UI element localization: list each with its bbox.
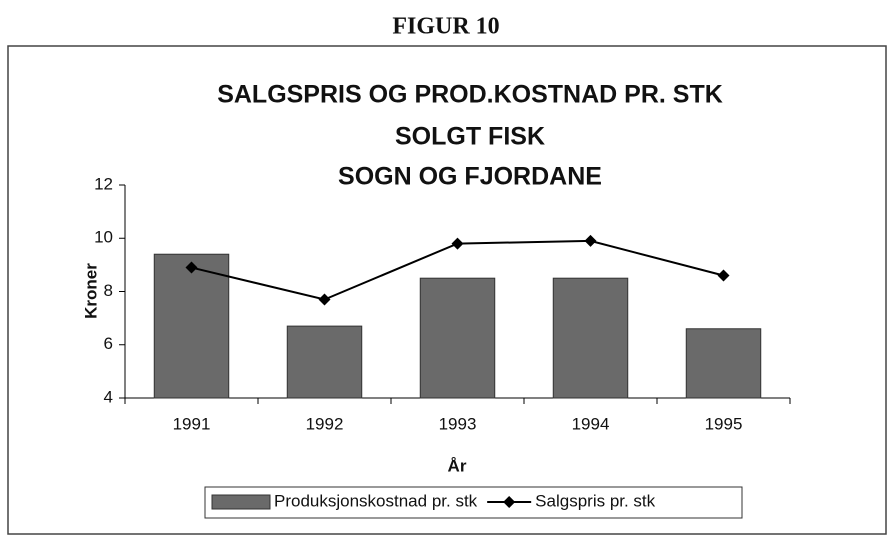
figure-label: FIGUR 10 — [392, 14, 499, 40]
frame — [7, 45, 887, 535]
y-tick-label: 8 — [104, 281, 113, 300]
x-tick-label: 1993 — [439, 414, 477, 433]
legend — [204, 486, 743, 519]
y-tick-label: 6 — [104, 334, 113, 353]
marker — [451, 237, 464, 250]
x-tick-label: 1995 — [705, 414, 743, 433]
y-axis-label: Kroner — [81, 263, 100, 319]
legend-marker — [503, 496, 516, 508]
marker — [318, 293, 331, 306]
x-axis-label: År — [448, 456, 467, 475]
bar — [419, 277, 496, 399]
marker — [717, 269, 730, 282]
x-tick-label: 1992 — [306, 414, 344, 433]
chart-title: SOLGT FISK — [395, 123, 545, 151]
y-tick-label: 4 — [104, 387, 113, 406]
chart-title: SALGSPRIS OG PROD.KOSTNAD PR. STK — [217, 81, 723, 109]
bar — [153, 253, 230, 399]
x-tick-label: 1994 — [572, 414, 610, 433]
legend-label: Salgspris pr. stk — [535, 491, 655, 510]
bar — [685, 328, 762, 399]
bar — [552, 277, 629, 399]
chart-title: SOGN OG FJORDANE — [338, 163, 602, 191]
marker — [185, 261, 198, 274]
y-tick-label: 12 — [94, 174, 113, 193]
legend-swatch — [211, 494, 271, 510]
legend-label: Produksjonskostnad pr. stk — [274, 491, 478, 510]
x-tick-label: 1991 — [173, 414, 211, 433]
y-tick-label: 10 — [94, 228, 113, 247]
bar — [286, 325, 363, 399]
marker — [584, 234, 597, 247]
